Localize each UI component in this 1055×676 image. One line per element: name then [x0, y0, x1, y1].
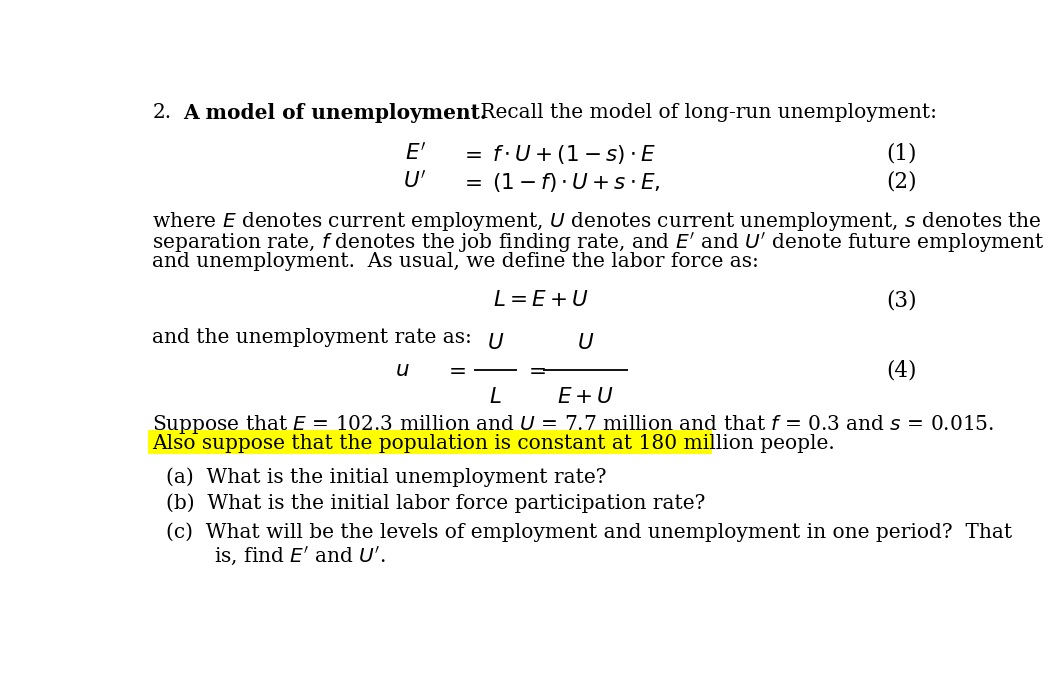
Text: $=$: $=$ — [444, 359, 466, 381]
Text: Also suppose that the population is constant at 180 million people.: Also suppose that the population is cons… — [152, 434, 836, 453]
Text: $=$: $=$ — [460, 170, 482, 193]
Text: $u$: $u$ — [396, 359, 409, 381]
Text: $E + U$: $E + U$ — [557, 385, 614, 408]
Text: separation rate, $f$ denotes the job finding rate, and $E'$ and $U'$ denote futu: separation rate, $f$ denotes the job fin… — [152, 231, 1044, 255]
Text: A model of unemployment.: A model of unemployment. — [184, 103, 487, 123]
Text: (4): (4) — [886, 359, 917, 381]
Text: $U$: $U$ — [487, 333, 504, 354]
Text: $E'$: $E'$ — [405, 143, 426, 164]
Text: $L = E + U$: $L = E + U$ — [493, 289, 589, 312]
Text: $(1 - f) \cdot U + s \cdot E,$: $(1 - f) \cdot U + s \cdot E,$ — [492, 170, 660, 193]
Text: 2.: 2. — [152, 103, 172, 122]
Text: (3): (3) — [886, 289, 917, 312]
Text: (c)  What will be the levels of employment and unemployment in one period?  That: (c) What will be the levels of employmen… — [167, 523, 1013, 542]
Text: (2): (2) — [886, 170, 917, 193]
Text: (b)  What is the initial labor force participation rate?: (b) What is the initial labor force part… — [167, 493, 706, 513]
Text: $L$: $L$ — [490, 385, 502, 408]
FancyBboxPatch shape — [148, 430, 712, 454]
Text: $f \cdot U + (1 - s) \cdot E$: $f \cdot U + (1 - s) \cdot E$ — [492, 143, 655, 166]
Text: $=$: $=$ — [524, 359, 545, 381]
Text: $U'$: $U'$ — [403, 170, 426, 193]
Text: and unemployment.  As usual, we define the labor force as:: and unemployment. As usual, we define th… — [152, 252, 760, 271]
Text: Recall the model of long-run unemployment:: Recall the model of long-run unemploymen… — [474, 103, 937, 122]
Text: Suppose that $E$ = 102.3 million and $U$ = 7.7 million and that $f$ = 0.3 and $s: Suppose that $E$ = 102.3 million and $U$… — [152, 412, 995, 436]
Text: (a)  What is the initial unemployment rate?: (a) What is the initial unemployment rat… — [167, 467, 607, 487]
Text: $=$: $=$ — [460, 143, 482, 164]
Text: and the unemployment rate as:: and the unemployment rate as: — [152, 329, 473, 347]
Text: (1): (1) — [886, 143, 917, 164]
Text: is, find $E'$ and $U'$.: is, find $E'$ and $U'$. — [213, 544, 385, 566]
Text: where $E$ denotes current employment, $U$ denotes current unemployment, $s$ deno: where $E$ denotes current employment, $U… — [152, 210, 1042, 233]
Text: $U$: $U$ — [577, 333, 594, 354]
